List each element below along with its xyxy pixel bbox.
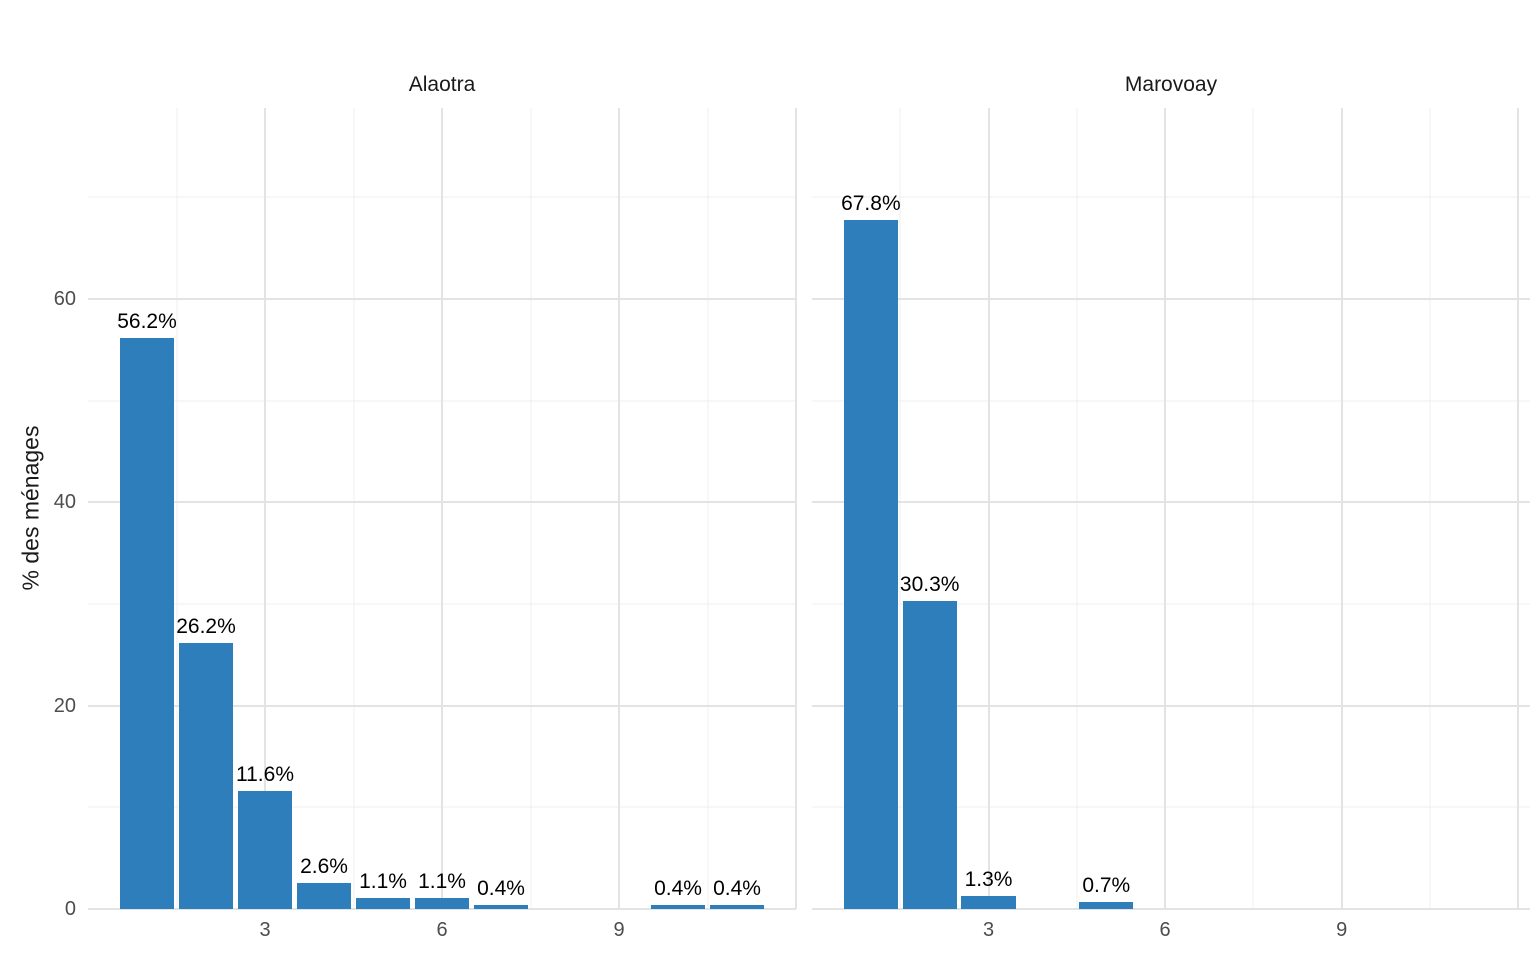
x-tick-label: 6 — [1159, 919, 1171, 941]
bar-value-label: 0.7% — [1082, 873, 1131, 897]
bar-value-label: 2.6% — [300, 854, 348, 878]
gridline-x-minor — [1429, 108, 1431, 909]
x-tick-label: 6 — [436, 919, 448, 941]
x-tick-label: 9 — [1336, 919, 1348, 941]
y-axis: 0 20 40 60 — [0, 108, 76, 919]
bar-value-label: 1.3% — [964, 867, 1013, 891]
gridline-x-minor — [353, 108, 354, 909]
gridline-x-major — [1164, 108, 1167, 909]
bar-value-label: 56.2% — [117, 309, 177, 333]
gridline-y-major — [812, 704, 1530, 707]
gridline-x-major — [1340, 108, 1343, 909]
gridline-y-minor — [812, 603, 1530, 605]
y-tick-label: 0 — [64, 898, 76, 920]
gridline-x-minor — [707, 108, 708, 909]
gridline-x-major — [1517, 108, 1520, 909]
y-tick-label: 40 — [53, 491, 76, 514]
bar-value-label: 30.3% — [899, 573, 960, 597]
bar — [414, 897, 470, 909]
y-tick-label: 20 — [53, 694, 76, 717]
gridline-y-minor — [812, 806, 1530, 808]
bar-value-label: 26.2% — [176, 614, 236, 638]
gridline-x-minor — [1076, 108, 1078, 909]
gridline-x-major — [987, 108, 990, 909]
bar-value-label: 1.1% — [359, 869, 407, 893]
x-tick-label: 3 — [982, 919, 995, 941]
bar — [473, 904, 529, 909]
gridline-x-major — [264, 108, 266, 909]
gridline-x-minor — [899, 108, 901, 909]
bar — [902, 601, 957, 909]
bar — [1079, 901, 1134, 909]
bar-value-label: 1.1% — [418, 869, 466, 893]
bar — [296, 882, 352, 909]
facet-title-alaotra: Alaotra — [408, 73, 476, 96]
bar-value-label: 0.4% — [713, 876, 761, 900]
bar — [709, 904, 765, 909]
bar — [119, 337, 175, 909]
gridline-x-minor — [530, 108, 531, 909]
bar-value-label: 0.4% — [477, 876, 525, 900]
bar — [961, 895, 1016, 909]
gridline-x-minor — [1252, 108, 1254, 909]
bar-value-label: 11.6% — [236, 763, 294, 787]
bar — [650, 904, 706, 909]
bar — [178, 642, 234, 909]
gridline-x-minor — [176, 108, 177, 909]
plot-panel-marovoay: 67.8% 30.3% 1.3% 0.7% 3 6 9 — [812, 108, 1530, 940]
gridline-y-major — [812, 298, 1530, 301]
gridline-x-major — [618, 108, 620, 909]
gridline-y-minor — [812, 196, 1530, 198]
bar-value-label: 67.8% — [841, 191, 901, 215]
gridline-y-major — [88, 908, 796, 910]
facet-title-marovoay: Marovoay — [1124, 73, 1218, 96]
bar — [237, 791, 293, 909]
gridline-y-major — [812, 501, 1530, 504]
gridline-y-minor — [812, 400, 1530, 402]
x-tick-label: 3 — [259, 919, 271, 941]
y-tick-label: 60 — [53, 288, 76, 311]
gridline-y-major — [812, 908, 1530, 910]
x-tick-label: 9 — [613, 919, 625, 941]
gridline-x-major — [795, 108, 797, 909]
gridline-x-major — [441, 108, 443, 909]
bar-value-label: 0.4% — [654, 876, 702, 900]
bar — [843, 219, 898, 909]
bar — [355, 897, 411, 909]
plot-panel-alaotra: 56.2% 26.2% 11.6% 2.6% 1.1% 1.1% 0.4% 0.4% 0.4% 3… — [88, 108, 797, 940]
